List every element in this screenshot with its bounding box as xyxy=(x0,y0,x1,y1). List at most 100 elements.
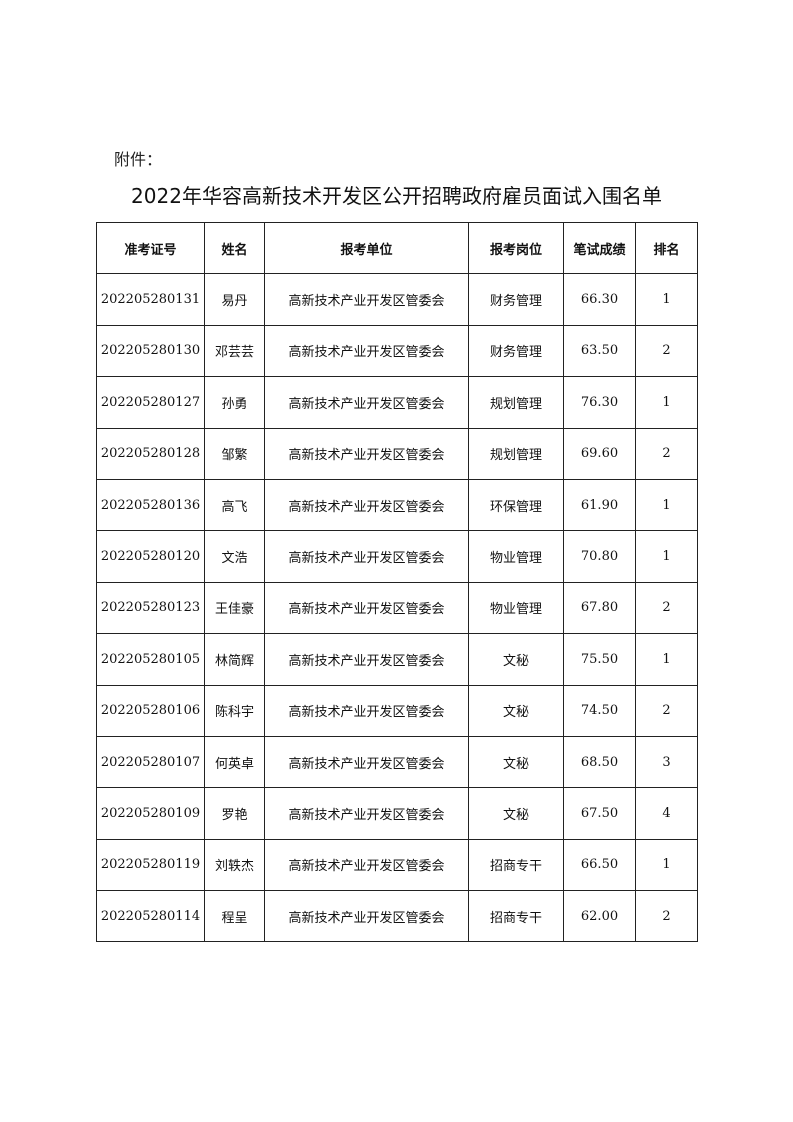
table-row: 202205280114 程呈 高新技术产业开发区管委会 招商专干 62.00 2 xyxy=(96,890,698,943)
cell-unit: 高新技术产业开发区管委会 xyxy=(264,324,469,378)
cell-unit: 高新技术产业开发区管委会 xyxy=(264,427,469,480)
cell-unit: 高新技术产业开发区管委会 xyxy=(264,838,469,892)
cell-unit: 高新技术产业开发区管委会 xyxy=(264,787,469,840)
cell-name: 邓芸芸 xyxy=(204,324,265,378)
cell-rank: 3 xyxy=(635,735,698,789)
cell-name: 文浩 xyxy=(204,530,265,583)
cell-rank: 1 xyxy=(635,273,698,326)
cell-rank: 4 xyxy=(635,787,698,840)
cell-position: 物业管理 xyxy=(468,530,564,583)
cell-score: 67.80 xyxy=(563,581,636,635)
cell-rank: 1 xyxy=(635,376,698,429)
cell-score: 66.50 xyxy=(563,838,636,892)
table-row: 202205280105 林简辉 高新技术产业开发区管委会 文秘 75.50 1 xyxy=(96,633,698,686)
cell-rank: 2 xyxy=(635,427,698,480)
cell-score: 70.80 xyxy=(563,530,636,583)
cell-unit: 高新技术产业开发区管委会 xyxy=(264,735,469,789)
cell-exam-id: 202205280120 xyxy=(96,530,205,583)
cell-position: 文秘 xyxy=(468,735,564,789)
cell-unit: 高新技术产业开发区管委会 xyxy=(264,684,469,737)
cell-position: 招商专干 xyxy=(468,890,564,943)
cell-score: 61.90 xyxy=(563,478,636,532)
cell-unit: 高新技术产业开发区管委会 xyxy=(264,376,469,429)
document-title: 2022年华容高新技术开发区公开招聘政府雇员面试入围名单 xyxy=(131,184,662,208)
cell-rank: 1 xyxy=(635,478,698,532)
cell-exam-id: 202205280106 xyxy=(96,684,205,737)
column-header-rank: 排名 xyxy=(635,221,698,275)
table-row: 202205280120 文浩 高新技术产业开发区管委会 物业管理 70.80 1 xyxy=(96,530,698,583)
cell-position: 文秘 xyxy=(468,787,564,840)
table-header-row: 准考证号 姓名 报考单位 报考岗位 笔试成绩 排名 xyxy=(96,221,698,275)
cell-position: 规划管理 xyxy=(468,376,564,429)
cell-position: 财务管理 xyxy=(468,273,564,326)
cell-exam-id: 202205280131 xyxy=(96,273,205,326)
cell-rank: 1 xyxy=(635,838,698,892)
cell-exam-id: 202205280107 xyxy=(96,735,205,789)
cell-exam-id: 202205280128 xyxy=(96,427,205,480)
cell-score: 62.00 xyxy=(563,890,636,943)
cell-exam-id: 202205280105 xyxy=(96,633,205,686)
cell-name: 易丹 xyxy=(204,273,265,326)
table-row: 202205280128 邹繁 高新技术产业开发区管委会 规划管理 69.60 2 xyxy=(96,427,698,480)
table-row: 202205280106 陈科宇 高新技术产业开发区管委会 文秘 74.50 2 xyxy=(96,684,698,737)
cell-rank: 2 xyxy=(635,324,698,378)
cell-score: 74.50 xyxy=(563,684,636,737)
cell-exam-id: 202205280127 xyxy=(96,376,205,429)
cell-position: 环保管理 xyxy=(468,478,564,532)
cell-exam-id: 202205280119 xyxy=(96,838,205,892)
table-row: 202205280136 高飞 高新技术产业开发区管委会 环保管理 61.90 1 xyxy=(96,478,698,532)
cell-score: 76.30 xyxy=(563,376,636,429)
cell-name: 王佳豪 xyxy=(204,581,265,635)
table-row: 202205280119 刘轶杰 高新技术产业开发区管委会 招商专干 66.50 1 xyxy=(96,838,698,892)
cell-unit: 高新技术产业开发区管委会 xyxy=(264,633,469,686)
table-row: 202205280127 孙勇 高新技术产业开发区管委会 规划管理 76.30 1 xyxy=(96,376,698,429)
table-row: 202205280107 何英卓 高新技术产业开发区管委会 文秘 68.50 3 xyxy=(96,735,698,789)
cell-position: 招商专干 xyxy=(468,838,564,892)
cell-position: 规划管理 xyxy=(468,427,564,480)
cell-name: 孙勇 xyxy=(204,376,265,429)
cell-name: 罗艳 xyxy=(204,787,265,840)
attachment-label: 附件： xyxy=(114,150,163,169)
cell-rank: 1 xyxy=(635,530,698,583)
cell-rank: 2 xyxy=(635,890,698,943)
cell-unit: 高新技术产业开发区管委会 xyxy=(264,478,469,532)
cell-exam-id: 202205280130 xyxy=(96,324,205,378)
cell-name: 林简辉 xyxy=(204,633,265,686)
cell-exam-id: 202205280109 xyxy=(96,787,205,840)
cell-position: 财务管理 xyxy=(468,324,564,378)
cell-score: 68.50 xyxy=(563,735,636,789)
column-header-score: 笔试成绩 xyxy=(563,221,636,275)
cell-name: 高飞 xyxy=(204,478,265,532)
cell-exam-id: 202205280123 xyxy=(96,581,205,635)
cell-position: 文秘 xyxy=(468,684,564,737)
cell-name: 陈科宇 xyxy=(204,684,265,737)
cell-rank: 2 xyxy=(635,684,698,737)
table-row: 202205280131 易丹 高新技术产业开发区管委会 财务管理 66.30 1 xyxy=(96,273,698,326)
cell-unit: 高新技术产业开发区管委会 xyxy=(264,581,469,635)
cell-exam-id: 202205280114 xyxy=(96,890,205,943)
candidate-table: 准考证号 姓名 报考单位 报考岗位 笔试成绩 排名 202205280131 易丹 高新技术产… xyxy=(96,221,698,943)
table-row: 202205280109 罗艳 高新技术产业开发区管委会 文秘 67.50 4 xyxy=(96,787,698,840)
cell-rank: 1 xyxy=(635,633,698,686)
cell-position: 物业管理 xyxy=(468,581,564,635)
cell-name: 邹繁 xyxy=(204,427,265,480)
cell-score: 69.60 xyxy=(563,427,636,480)
column-header-position: 报考岗位 xyxy=(468,221,564,275)
cell-score: 67.50 xyxy=(563,787,636,840)
cell-score: 66.30 xyxy=(563,273,636,326)
cell-name: 程呈 xyxy=(204,890,265,943)
cell-name: 何英卓 xyxy=(204,735,265,789)
column-header-unit: 报考单位 xyxy=(264,221,469,275)
cell-score: 63.50 xyxy=(563,324,636,378)
cell-rank: 2 xyxy=(635,581,698,635)
table-row: 202205280123 王佳豪 高新技术产业开发区管委会 物业管理 67.80 2 xyxy=(96,581,698,635)
cell-score: 75.50 xyxy=(563,633,636,686)
cell-unit: 高新技术产业开发区管委会 xyxy=(264,890,469,943)
cell-exam-id: 202205280136 xyxy=(96,478,205,532)
cell-position: 文秘 xyxy=(468,633,564,686)
cell-unit: 高新技术产业开发区管委会 xyxy=(264,530,469,583)
cell-name: 刘轶杰 xyxy=(204,838,265,892)
table-row: 202205280130 邓芸芸 高新技术产业开发区管委会 财务管理 63.50 2 xyxy=(96,324,698,378)
column-header-exam-id: 准考证号 xyxy=(96,221,205,275)
column-header-name: 姓名 xyxy=(204,221,265,275)
